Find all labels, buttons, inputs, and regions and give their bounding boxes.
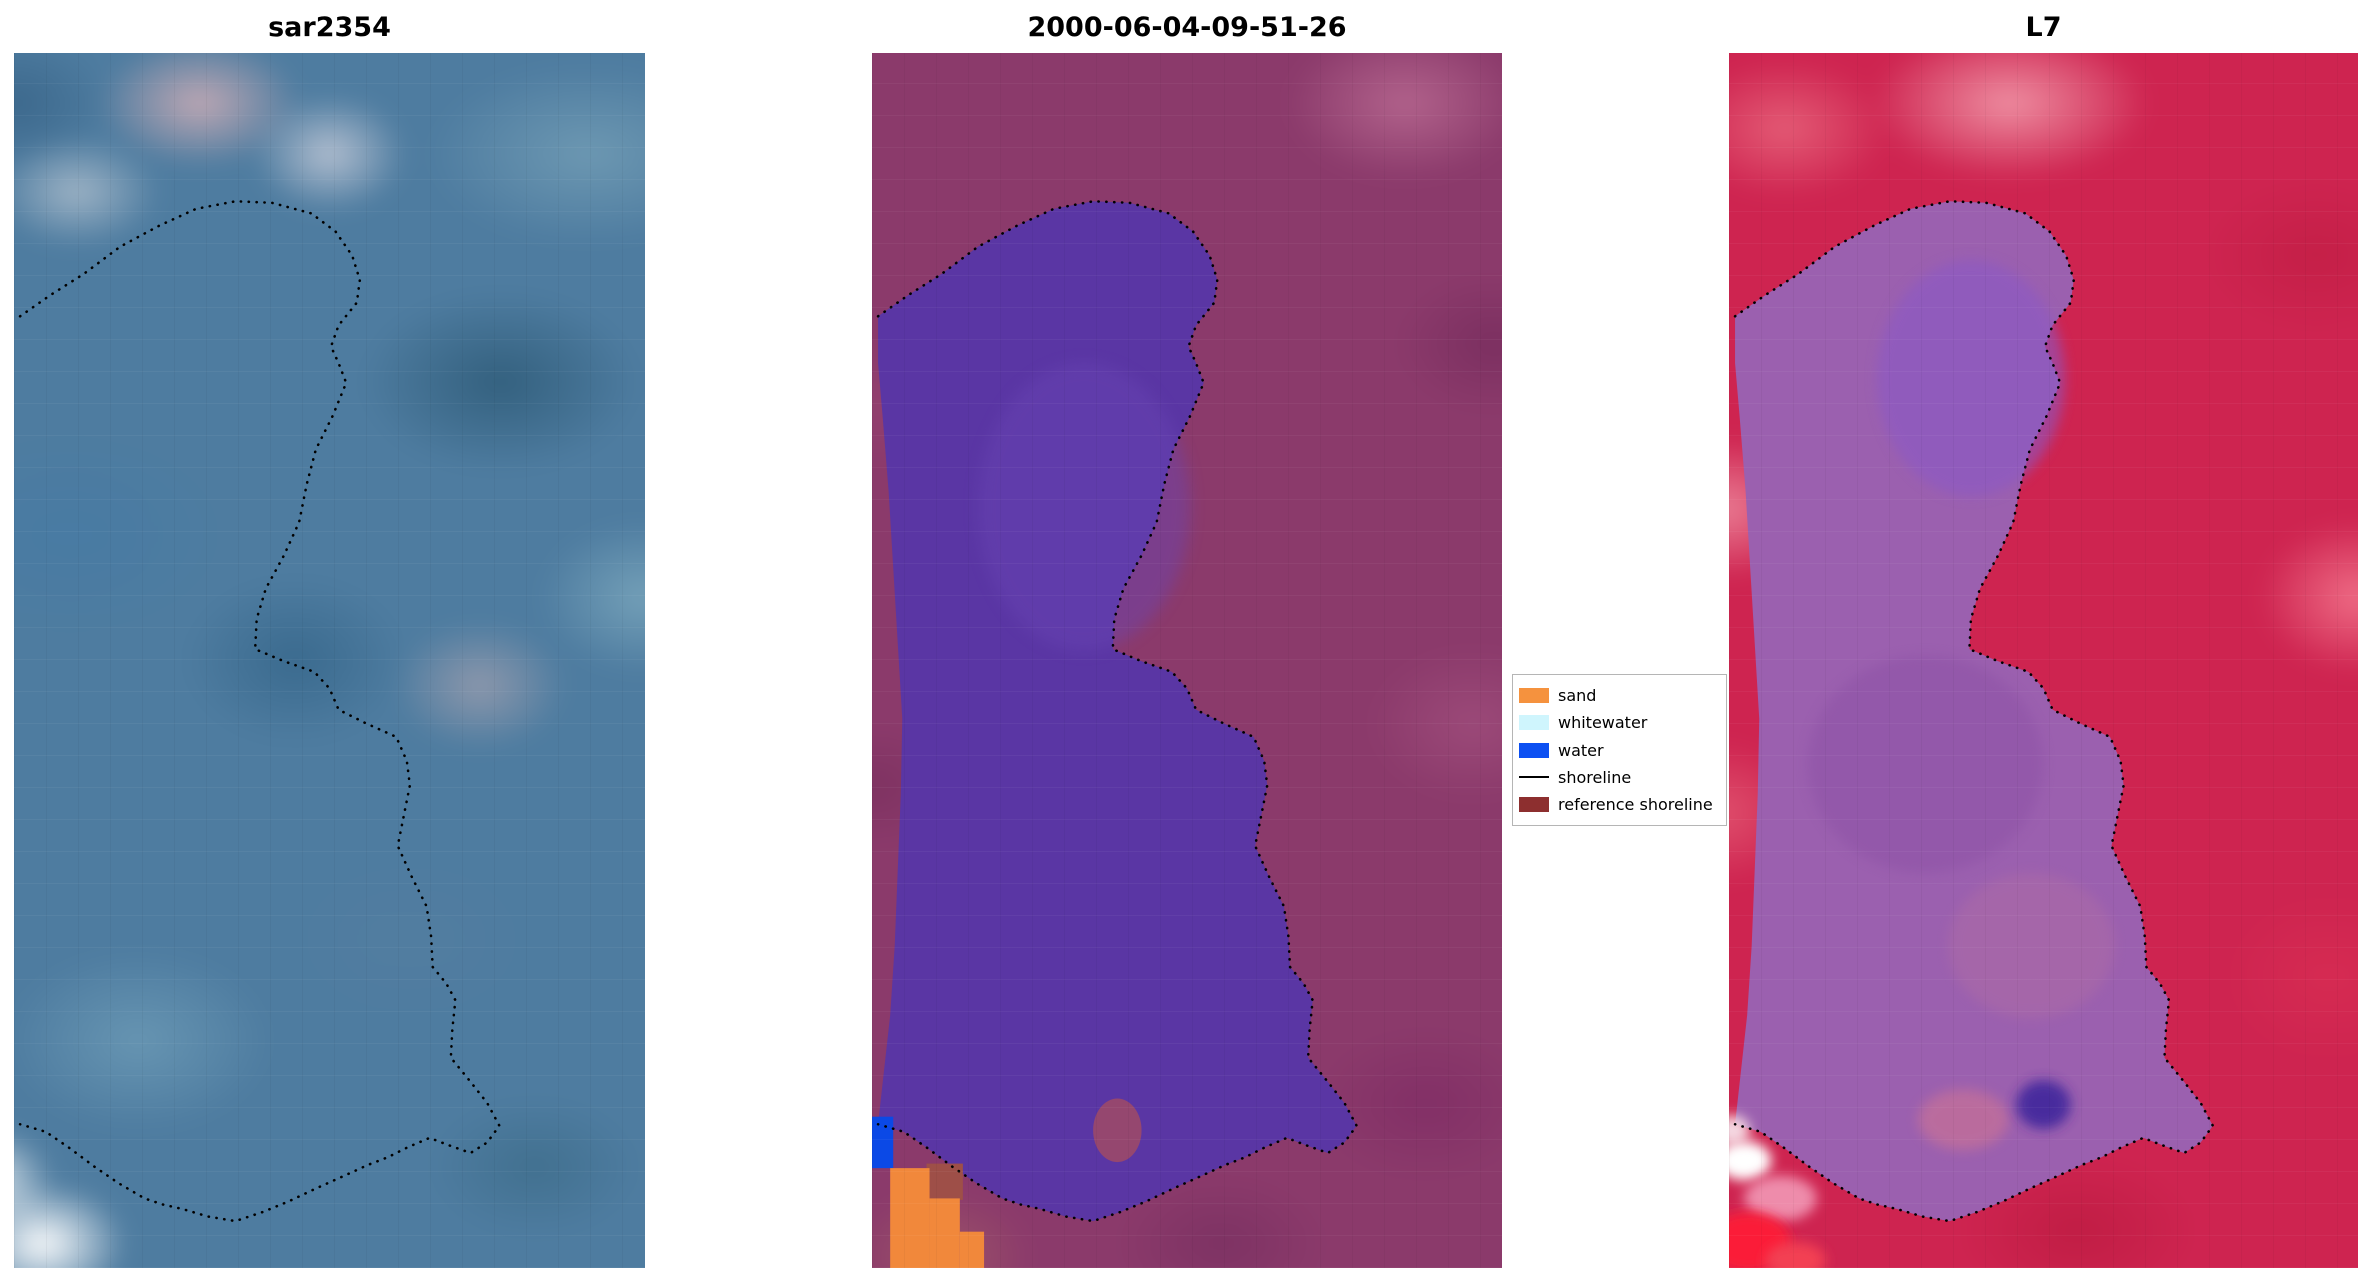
corner-pink-blob — [1744, 1175, 1817, 1222]
panel-title-l7: L7 — [2025, 12, 2062, 43]
inner-magenta-blob — [1093, 1098, 1142, 1163]
shoreline-dotted-path — [18, 199, 501, 1223]
water-swatch — [1519, 742, 1549, 758]
panel-classified-image — [872, 53, 1502, 1268]
legend-item-sand: sand — [1519, 682, 1726, 709]
shoreline-dotted-path — [876, 199, 1359, 1223]
shoreline-dotted-path — [1733, 199, 2215, 1223]
water-class-light-variation — [978, 363, 1191, 651]
sar-image-texture — [14, 53, 645, 1268]
sand-class-patch — [959, 1231, 985, 1268]
sar-pixel-grid — [14, 53, 645, 1268]
legend-label-reference-shoreline: reference shoreline — [1558, 795, 1713, 814]
sar-shoreline-overlay — [18, 199, 501, 1223]
lagoon-violet-patch — [1877, 260, 2065, 497]
panel-title-sar: sar2354 — [268, 12, 391, 43]
legend-label-whitewater: whitewater — [1558, 713, 1648, 733]
shoreline-line-swatch — [1519, 776, 1549, 779]
reference-shoreline-swatch — [1519, 797, 1549, 812]
inner-pink-blob — [1918, 1089, 2009, 1150]
classified-overlay — [872, 199, 1359, 1268]
sand-class-patch — [890, 1168, 930, 1268]
legend: sand whitewater water shoreline referenc… — [1512, 674, 1727, 826]
corner-white-blob — [1729, 1140, 1772, 1181]
legend-label-water: water — [1558, 740, 1604, 760]
legend-item-whitewater: whitewater — [1519, 709, 1726, 736]
classified-pixel-grid — [872, 53, 1502, 1268]
inner-navy-blob — [2016, 1080, 2071, 1129]
corner-red-blob — [1765, 1242, 1826, 1268]
reference-brown-patch — [926, 1163, 963, 1200]
l7-overlay — [1729, 199, 2215, 1268]
corner-pale-pink-blob — [1729, 1115, 1751, 1146]
legend-item-water: water — [1519, 737, 1726, 764]
legend-item-reference-shoreline: reference shoreline — [1519, 791, 1726, 818]
l7-pixel-grid — [1729, 53, 2358, 1268]
sand-class-patch — [929, 1198, 960, 1268]
panel-title-classified: 2000-06-04-09-51-26 — [1027, 12, 1347, 43]
panel-sar-image — [14, 53, 645, 1268]
whitewater-swatch — [1519, 715, 1549, 731]
lagoon-dark-variation — [1807, 655, 2044, 874]
water-class-patch — [872, 1116, 894, 1169]
legend-label-sand: sand — [1558, 686, 1597, 705]
lagoon-pink-variation — [1948, 873, 2115, 1019]
legend-item-shoreline: shoreline — [1519, 764, 1726, 791]
panel-l7-image — [1729, 53, 2358, 1268]
sand-swatch — [1519, 688, 1549, 703]
legend-label-shoreline: shoreline — [1558, 767, 1632, 787]
